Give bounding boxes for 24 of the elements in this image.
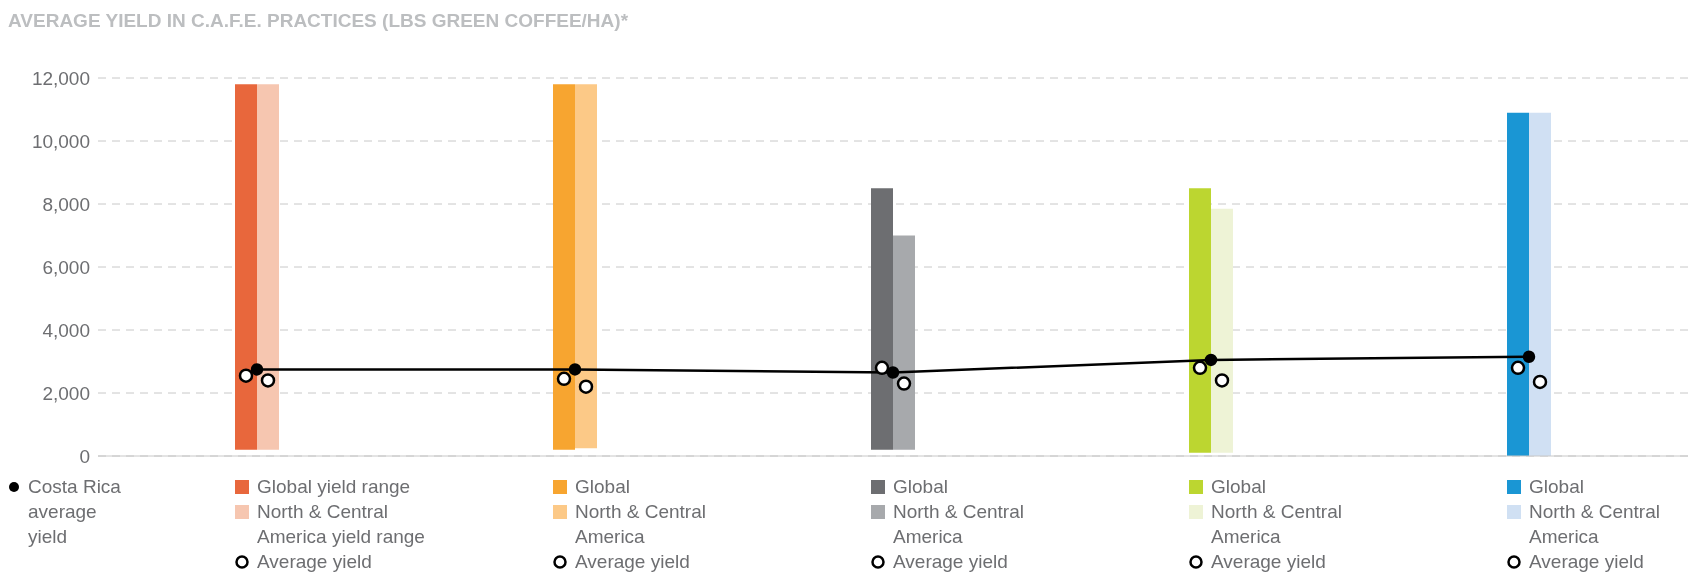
chart-title: AVERAGE YIELD IN C.A.F.E. PRACTICES (LBS GREEN COFFEE/HA)* (8, 10, 629, 32)
legend-label: Costa Rica average yield (28, 475, 122, 549)
legend-label: North & Central America yield range (257, 500, 426, 549)
y-tick-label: 4,000 (42, 319, 90, 341)
legend-label: Global (1529, 475, 1584, 499)
y-tick-label: 12,000 (31, 67, 90, 89)
legend-label: Global (575, 475, 630, 499)
y-tick-label: 6,000 (42, 256, 90, 278)
text: Average yield (893, 551, 1008, 572)
y-tick-label: 2,000 (42, 382, 90, 404)
legend-label: Global yield range (257, 475, 411, 499)
text: Average yield (1211, 551, 1326, 572)
legend-label: North & Central America (1529, 500, 1661, 549)
legend-label: North & Central America (575, 500, 707, 549)
y-tick-label: 10,000 (31, 130, 90, 152)
legend-label: Global (1211, 475, 1266, 499)
legend-label: North & Central America (893, 500, 1025, 549)
y-tick-label: 8,000 (42, 193, 90, 215)
y-tick-label: 0 (79, 445, 90, 467)
text: Average yield (1529, 551, 1644, 572)
legend-label: Average yield (257, 550, 372, 574)
legend-label: Global (893, 475, 948, 499)
legend-label: North & Central America (1211, 500, 1343, 549)
text: Average yield (575, 551, 690, 572)
